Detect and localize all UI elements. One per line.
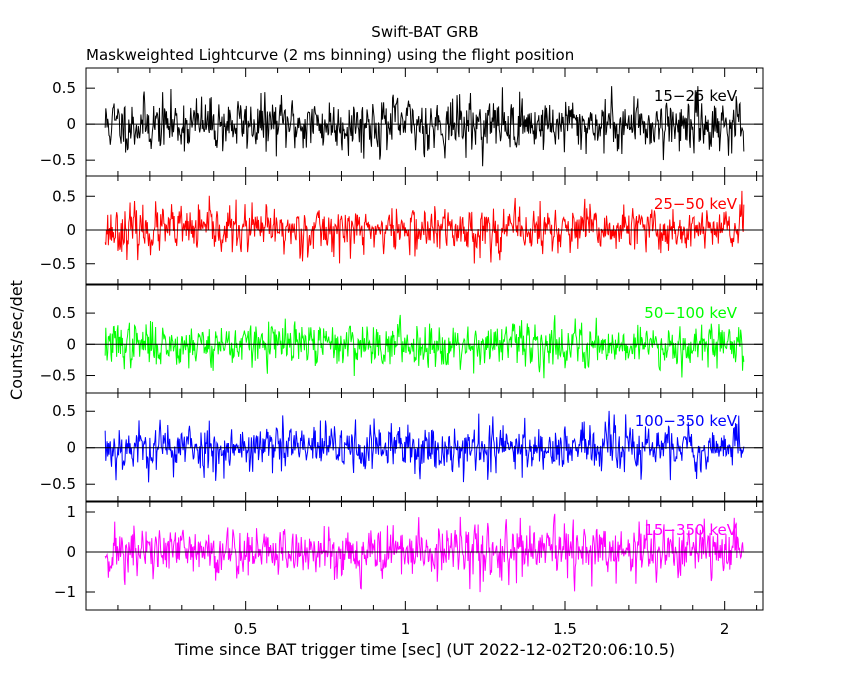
y-tick-label: 0 (66, 335, 76, 353)
y-tick-label: −0.5 (40, 255, 76, 273)
y-tick-label: 0.5 (52, 79, 76, 97)
y-tick-label: 0.5 (52, 187, 76, 205)
lightcurve-series-4 (104, 410, 745, 483)
y-tick-label: −1 (54, 583, 76, 601)
chart-title: Swift-BAT GRB (371, 23, 478, 41)
panel-4: −0.5 0 0.5 100−350 keV (40, 392, 764, 502)
y-axis-label: Counts/sec/det (7, 280, 26, 400)
x-axis-label: Time since BAT trigger time [sec] (UT 20… (174, 640, 675, 659)
lightcurve-series-5 (104, 513, 745, 593)
y-tick-label: 0 (66, 439, 76, 457)
y-tick-label: 0 (66, 115, 76, 133)
y-tick-label: 0 (66, 543, 76, 561)
y-tick-label: 0 (66, 221, 76, 239)
panel-2: −0.5 0 0.5 25−50 keV (40, 175, 764, 285)
band-label-5: 15−350 keV (644, 521, 737, 539)
band-label-1: 15−25 keV (654, 87, 738, 105)
lightcurve-series-2 (104, 190, 745, 264)
y-tick-label: −0.5 (40, 475, 76, 493)
x-tick-label: 2 (720, 620, 730, 638)
x-tick-label: 1 (401, 620, 411, 638)
chart-subtitle: Maskweighted Lightcurve (2 ms binning) u… (86, 46, 574, 64)
y-tick-label: 1 (66, 503, 76, 521)
y-tick-label: −0.5 (40, 367, 76, 385)
band-label-4: 100−350 keV (635, 412, 738, 430)
band-label-3: 50−100 keV (644, 304, 737, 322)
lightcurve-series-1 (104, 86, 745, 167)
band-label-2: 25−50 keV (654, 195, 738, 213)
y-tick-label: 0.5 (52, 402, 76, 420)
panel-1: −0.5 0 0.5 15−25 keV (40, 67, 764, 177)
panel-3: −0.5 0 0.5 50−100 keV (40, 284, 764, 394)
panel-frame (85, 501, 764, 611)
panels-group: −0.5 0 0.5 15−25 keV −0.5 0 0.5 25−50 keV −0.5 0 0… (40, 67, 764, 638)
y-tick-label: −0.5 (40, 151, 76, 169)
x-tick-label: 0.5 (234, 620, 258, 638)
lightcurve-series-3 (104, 314, 745, 379)
panel-5: −1 0 1 15−350 keV (54, 501, 764, 611)
panel-frame (85, 392, 764, 502)
y-tick-label: 0.5 (52, 304, 76, 322)
x-tick-label: 1.5 (553, 620, 577, 638)
